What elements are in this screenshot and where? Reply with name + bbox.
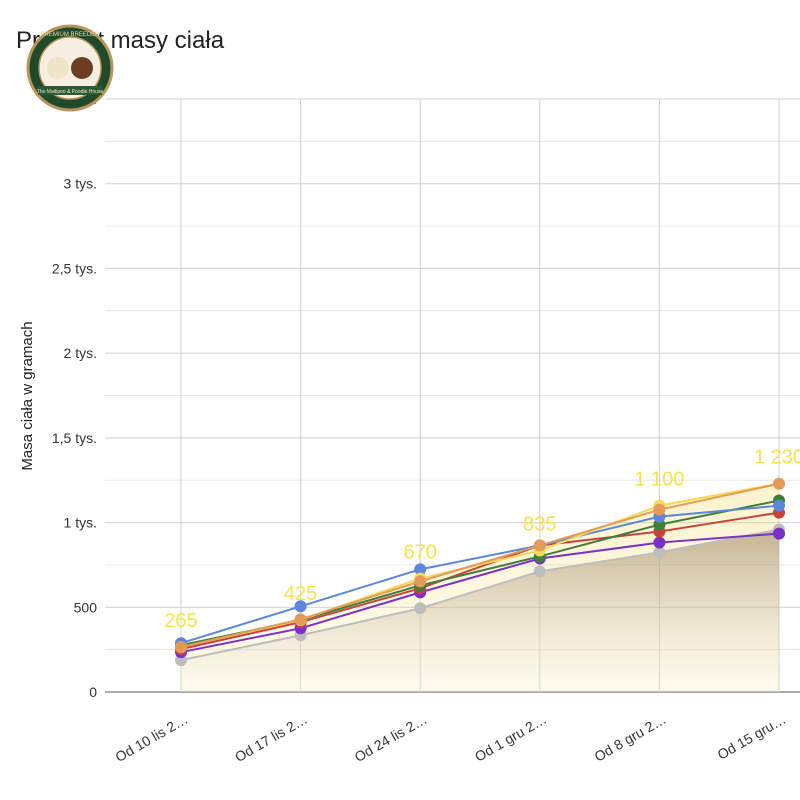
line xyxy=(180,511,780,651)
logo-bottom: The Maltipoo & Poodle House xyxy=(37,89,104,95)
point xyxy=(533,539,546,552)
point xyxy=(773,499,785,512)
x-tick-label: Od 1 gru 2… xyxy=(472,711,549,765)
data-label: 1 100 xyxy=(634,469,684,491)
y-tick-label: 500 xyxy=(74,599,98,615)
line xyxy=(180,504,780,645)
x-tick-label: Od 17 lis 2… xyxy=(232,711,310,765)
point xyxy=(533,565,546,578)
y-tick-label: 1,5 tys. xyxy=(52,430,97,446)
line xyxy=(180,528,780,662)
point xyxy=(773,477,785,490)
point xyxy=(414,563,427,576)
y-tick-label: 2,5 tys. xyxy=(52,260,97,276)
y-tick-label: 3 tys. xyxy=(64,176,97,192)
logo-top: PREMIUM BREEDER xyxy=(40,32,100,38)
logo-ribbon xyxy=(38,86,102,95)
logo-center xyxy=(38,36,102,100)
point xyxy=(294,613,307,626)
line xyxy=(180,482,780,649)
y-tick-label: 0 xyxy=(89,684,97,700)
x-tick-label: Od 8 gru 2… xyxy=(591,711,668,765)
x-tick-label: Od 15 gru… xyxy=(714,711,788,763)
x-tick-label: Od 24 lis 2… xyxy=(352,711,430,765)
point xyxy=(175,641,187,654)
y-axis-label: Masa ciała w gramach xyxy=(19,321,36,470)
point xyxy=(653,536,666,549)
point xyxy=(414,602,427,615)
logo-dog-dark xyxy=(71,57,93,79)
y-tick-label: 2 tys. xyxy=(64,345,97,361)
point xyxy=(653,546,666,559)
data-label: 1 230 xyxy=(754,447,800,469)
logo-dog-light xyxy=(47,57,69,79)
y-tick-label: 1 tys. xyxy=(64,515,97,531)
point xyxy=(294,600,307,613)
point xyxy=(414,575,427,588)
data-label: 265 xyxy=(164,610,197,632)
logo: PREMIUM BREEDER The Maltipoo & Poodle Ho… xyxy=(26,24,114,112)
data-label: 670 xyxy=(404,541,437,563)
data-label: 425 xyxy=(284,583,317,605)
point xyxy=(653,503,666,516)
data-label: 835 xyxy=(523,514,556,536)
line xyxy=(180,532,780,654)
point xyxy=(773,527,785,540)
x-tick-label: Od 10 lis 2… xyxy=(112,711,190,765)
